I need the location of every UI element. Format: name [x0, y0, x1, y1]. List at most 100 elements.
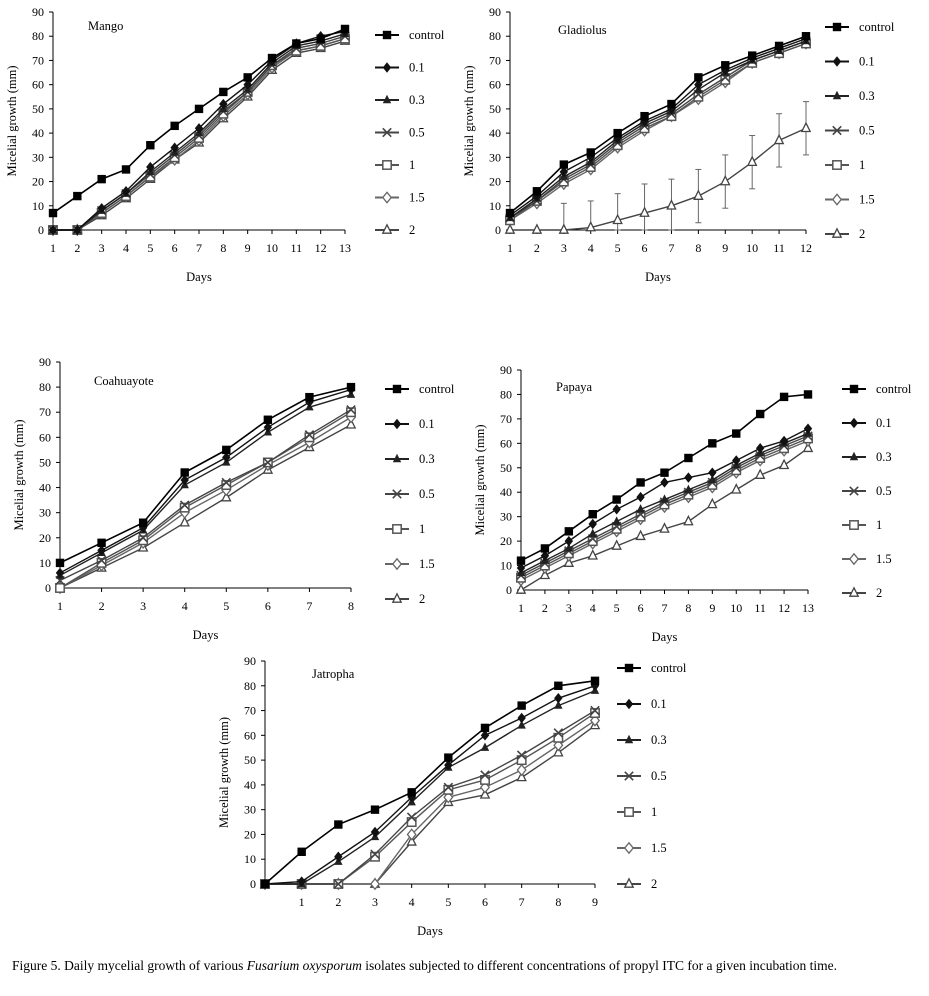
data-point — [407, 792, 416, 803]
series-control — [516, 390, 813, 565]
legend-marker — [849, 520, 859, 530]
data-point — [730, 483, 742, 494]
data-point — [586, 148, 595, 157]
data-point — [219, 87, 228, 97]
data-point — [346, 404, 356, 415]
x-tick-label: 12 — [778, 601, 790, 615]
legend-marker — [832, 22, 842, 32]
data-point — [732, 455, 741, 466]
legend-marker — [392, 384, 402, 394]
y-tick-label: 30 — [39, 506, 51, 520]
legend-label: 1 — [419, 522, 425, 536]
data-point — [554, 681, 563, 690]
data-point — [97, 545, 106, 556]
legend-marker — [832, 125, 842, 136]
legend-marker — [831, 193, 843, 206]
legend-marker — [624, 663, 634, 673]
series-line — [509, 37, 807, 217]
data-point — [588, 510, 597, 519]
data-point — [612, 495, 621, 504]
data-point — [221, 490, 232, 502]
data-point — [121, 165, 131, 174]
x-tick-label: 4 — [123, 241, 129, 255]
series-line — [59, 409, 352, 582]
x-tick-label: 6 — [482, 895, 488, 909]
legend-marker — [849, 451, 859, 461]
data-point — [800, 121, 812, 133]
data-point — [640, 115, 649, 127]
data-point — [406, 835, 417, 846]
data-point — [660, 494, 669, 503]
data-point — [684, 484, 693, 493]
chart-title: Mango — [88, 19, 123, 33]
series-1 — [505, 38, 811, 226]
data-point — [747, 51, 757, 60]
data-point — [693, 189, 704, 200]
data-point — [180, 474, 189, 486]
y-tick-label: 40 — [500, 485, 512, 499]
data-point — [553, 728, 564, 738]
data-point — [48, 208, 58, 218]
data-point — [370, 805, 380, 814]
legend-label: control — [419, 382, 455, 396]
legend-label: 1.5 — [876, 552, 892, 566]
y-axis-label: Micelial growth (mm) — [462, 65, 476, 176]
series-0.1 — [516, 423, 813, 574]
series-control — [48, 24, 350, 218]
data-point — [612, 516, 621, 525]
y-tick-label: 30 — [489, 150, 501, 164]
y-tick-label: 0 — [506, 583, 512, 597]
chart-title: Jatropha — [312, 667, 355, 681]
data-point — [802, 441, 814, 453]
series-line — [59, 424, 352, 589]
data-point — [532, 187, 542, 196]
data-point — [587, 549, 599, 560]
legend-label: 0.1 — [859, 55, 875, 69]
y-tick-label: 60 — [500, 436, 512, 450]
y-tick-label: 10 — [500, 559, 512, 573]
legend-marker — [624, 771, 634, 781]
data-point — [516, 763, 527, 777]
data-point — [222, 452, 231, 463]
legend: control 0.1 0.3 0.5 1 1.5 2 — [842, 382, 912, 600]
data-point — [346, 382, 356, 392]
y-tick-label: 90 — [244, 654, 256, 668]
legend-marker — [382, 160, 392, 170]
data-point — [590, 705, 600, 716]
y-tick-label: 20 — [32, 175, 44, 189]
data-point — [267, 53, 277, 63]
data-point — [613, 128, 622, 138]
y-tick-label: 70 — [500, 412, 512, 426]
y-tick-label: 0 — [495, 223, 501, 237]
data-point — [559, 166, 569, 178]
legend-marker — [382, 30, 392, 40]
data-point — [721, 61, 730, 70]
x-tick-label: 10 — [746, 241, 758, 255]
data-point — [180, 468, 189, 477]
data-point — [684, 472, 693, 483]
legend-label: 1.5 — [651, 841, 667, 855]
series-2 — [504, 101, 812, 234]
data-point — [138, 533, 148, 543]
caption-prefix: Figure 5. Daily mycelial growth of vario… — [12, 958, 247, 973]
y-tick-label: 50 — [244, 753, 256, 767]
x-tick-label: 10 — [730, 601, 742, 615]
series-line — [509, 42, 807, 221]
x-tick-label: 7 — [668, 241, 674, 255]
data-point — [659, 522, 670, 533]
data-point — [304, 430, 315, 440]
y-tick-label: 30 — [32, 150, 44, 164]
legend: control 0.1 0.3 0.5 1 1.5 2 — [825, 20, 895, 241]
y-tick-label: 20 — [39, 531, 51, 545]
series-line — [59, 393, 352, 577]
data-point — [170, 121, 179, 131]
x-tick-label: 3 — [561, 241, 567, 255]
x-tick-label: 1 — [507, 241, 513, 255]
series-line — [59, 388, 352, 574]
data-point — [406, 812, 417, 822]
y-tick-label: 10 — [244, 852, 256, 866]
data-point — [194, 104, 204, 114]
legend-marker — [623, 841, 635, 855]
data-point — [221, 477, 232, 488]
